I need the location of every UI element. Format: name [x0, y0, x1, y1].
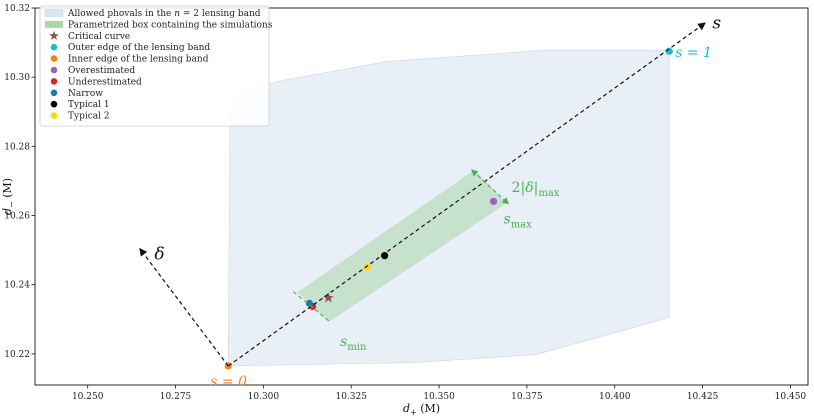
parametrized-box-containing-the-simulations-legend-swatch — [45, 20, 63, 28]
typical-1-legend-label: Typical 1 — [68, 100, 110, 110]
legend-box — [39, 5, 270, 127]
y-tick-label: 10.28 — [4, 142, 30, 152]
narrow-marker — [305, 299, 314, 307]
x-tick-label: 10.375 — [511, 392, 543, 402]
underestimated-legend-swatch — [50, 78, 58, 85]
x-tick-label: 10.350 — [423, 392, 455, 402]
s-max-label: smax — [504, 211, 533, 230]
s-one-label: s = 1 — [675, 45, 712, 61]
x-tick-label: 10.250 — [72, 392, 104, 402]
y-tick-label: 10.32 — [4, 4, 30, 14]
typical-2-marker — [363, 263, 371, 271]
s-zero-label: s = 0 — [210, 374, 247, 390]
s-min-line — [292, 291, 331, 323]
y-tick-label: 10.30 — [4, 73, 30, 83]
annotations: s δ 2|δ|max smin smax s = 0 s = 1 — [139, 14, 721, 390]
parametrized-box-containing-the-simulations-legend-label: Parametrized box containing the simulati… — [68, 20, 273, 30]
typical-2-legend-swatch — [50, 112, 58, 119]
width-arrow — [470, 169, 510, 205]
legend: Allowed phovals in the n = 2 lensing ban… — [39, 5, 273, 127]
x-axis-label: d+ (M) — [403, 402, 440, 417]
narrow-legend-swatch — [50, 89, 58, 97]
s-min-label: smin — [340, 334, 367, 353]
width-label: 2|δ|max — [512, 180, 560, 199]
y-axis-label: d− (M) — [1, 178, 16, 215]
y-tick-label: 10.24 — [4, 281, 30, 291]
plot-frame — [34, 7, 809, 386]
x-tick-label: 10.275 — [160, 392, 192, 402]
allowed-phovals-in-the-n-2-lensing-band-legend-swatch — [44, 9, 64, 17]
inner-edge-of-the-lensing-band-legend-label: Inner edge of the lensing band — [68, 55, 209, 65]
narrow-legend-label: Narrow — [68, 89, 103, 99]
x-tick-label: 10.300 — [248, 392, 280, 402]
overestimated-legend-swatch — [50, 66, 58, 74]
outer-edge-of-the-lensing-band-legend-label: Outer edge of the lensing band — [68, 43, 210, 53]
x-tick-label: 10.425 — [687, 392, 719, 402]
y-tick-label: 10.26 — [4, 212, 30, 222]
outer-edge-of-the-lensing-band-legend-swatch — [50, 43, 58, 51]
x-tick-label: 10.400 — [599, 392, 631, 402]
y-tick-label: 10.22 — [4, 350, 30, 360]
typical-1-marker — [381, 252, 389, 260]
typical-1-legend-swatch — [50, 100, 58, 108]
underestimated-legend-label: Underestimated — [68, 77, 142, 87]
critical-curve-legend-swatch — [49, 30, 59, 40]
inner-edge-of-the-lensing-band-legend-swatch — [50, 55, 58, 62]
critical-curve-marker — [323, 292, 334, 303]
allowed-phovals-in-the-n-2-lensing-band-legend-label: Allowed phovals in the n = 2 lensing ban… — [67, 9, 261, 19]
plot-area — [224, 47, 673, 370]
simulation-box-region — [297, 169, 507, 323]
typical-2-legend-label: Typical 2 — [68, 112, 110, 122]
delta-axis-arrow — [139, 247, 229, 367]
axis-ticks: 10.250 10.275 10.300 10.325 10.350 10.375 10.4… — [1, 4, 809, 417]
overestimated-marker — [489, 197, 498, 205]
critical-curve-legend-label: Critical curve — [68, 32, 130, 42]
s-axis-label: s — [712, 14, 721, 34]
x-tick-label: 10.325 — [335, 392, 367, 402]
x-tick-label: 10.450 — [775, 392, 807, 402]
overestimated-legend-label: Overestimated — [68, 66, 135, 76]
delta-axis-label: δ — [154, 244, 164, 264]
